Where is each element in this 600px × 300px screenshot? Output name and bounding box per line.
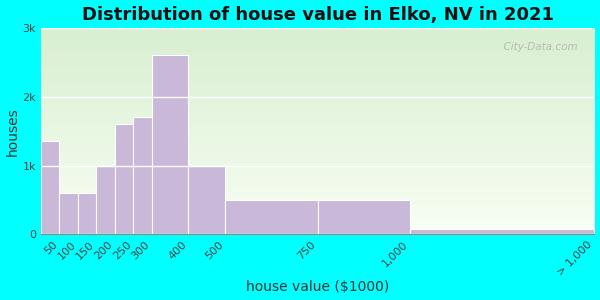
- Bar: [317, 200, 410, 234]
- Bar: [152, 56, 188, 234]
- Title: Distribution of house value in Elko, NV in 2021: Distribution of house value in Elko, NV …: [82, 6, 554, 24]
- X-axis label: house value ($1000): house value ($1000): [246, 280, 389, 294]
- Bar: [96, 166, 115, 234]
- Bar: [78, 193, 96, 234]
- Text: City-Data.com: City-Data.com: [497, 42, 578, 52]
- Bar: [59, 193, 78, 234]
- Bar: [133, 117, 152, 234]
- Bar: [115, 124, 133, 234]
- Bar: [188, 166, 226, 234]
- Y-axis label: houses: houses: [5, 107, 20, 155]
- Bar: [410, 229, 595, 234]
- Bar: [226, 200, 317, 234]
- Bar: [41, 142, 59, 234]
